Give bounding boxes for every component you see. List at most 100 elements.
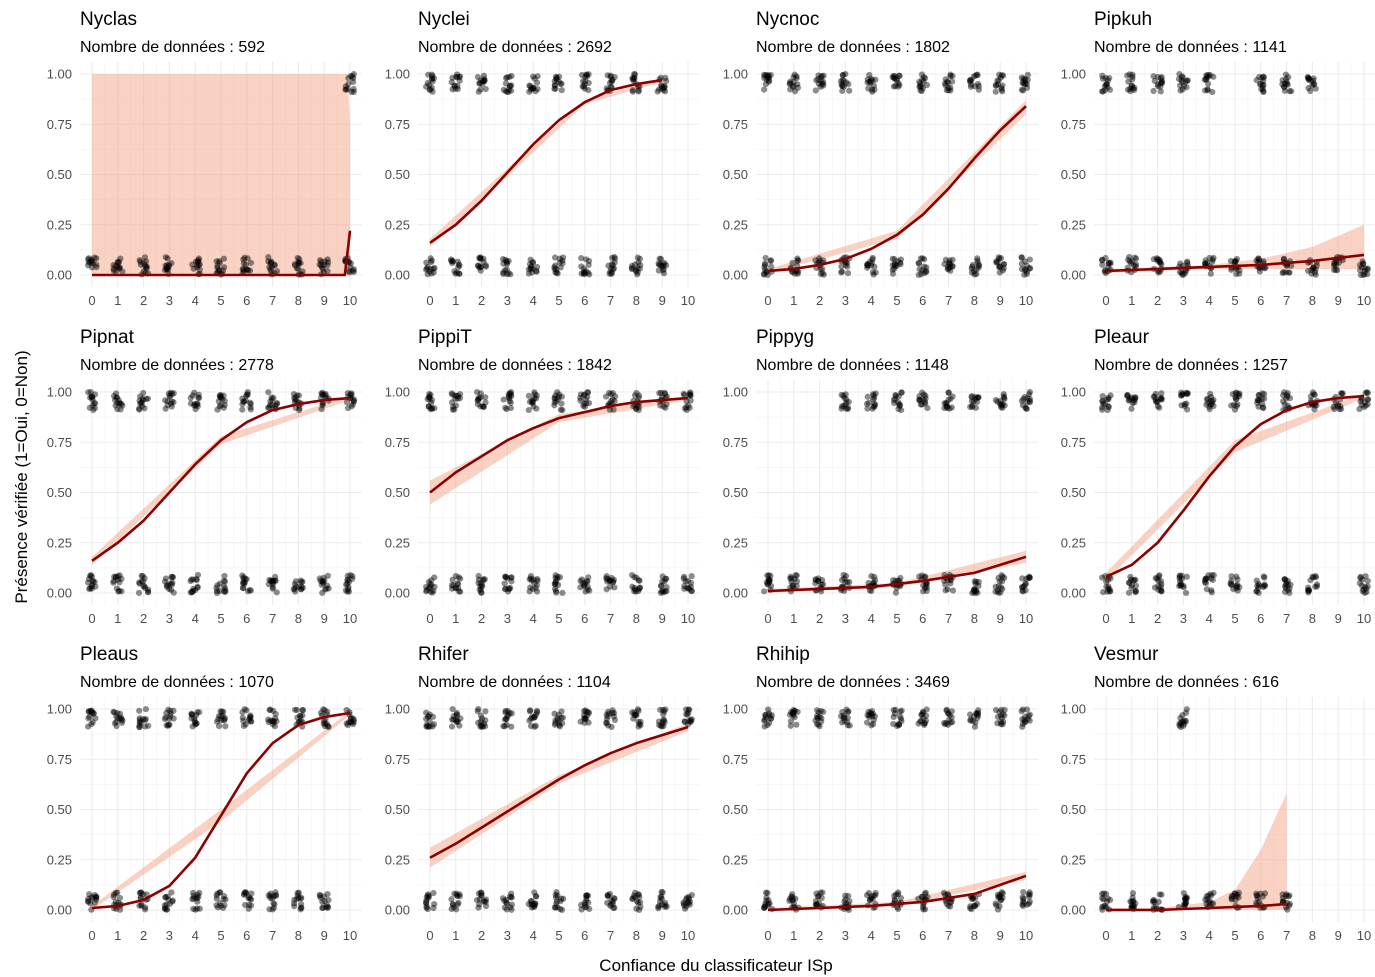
data-point: [659, 578, 666, 585]
data-point: [240, 722, 248, 729]
data-point: [316, 261, 323, 268]
data-point: [477, 390, 485, 397]
data-point: [1227, 580, 1234, 587]
data-point: [657, 261, 664, 268]
data-point: [663, 584, 670, 591]
data-point: [968, 906, 975, 913]
data-point: [1208, 900, 1215, 907]
data-point: [812, 257, 819, 264]
data-point: [477, 403, 484, 410]
data-point: [426, 268, 433, 275]
fit-line: [91, 711, 351, 910]
data-point: [350, 398, 357, 405]
data-point: [975, 83, 982, 90]
data-point: [660, 86, 667, 93]
data-point: [112, 889, 119, 897]
data-point: [972, 578, 980, 585]
data-point: [870, 892, 877, 899]
data-point: [431, 574, 438, 581]
panel-subtitle: Nombre de données : 3469: [756, 674, 950, 691]
x-tick-label: 9: [321, 928, 328, 943]
data-point: [430, 265, 437, 272]
data-point: [764, 889, 771, 897]
data-point: [298, 901, 305, 908]
data-point: [321, 723, 329, 730]
data-point: [553, 898, 560, 905]
data-point: [943, 87, 950, 94]
data-point: [942, 76, 949, 83]
data-point: [1020, 396, 1027, 403]
data-point: [216, 900, 224, 907]
data-point: [136, 405, 143, 412]
y-tick-label: 1.00: [47, 67, 72, 82]
data-point: [213, 902, 220, 909]
data-point: [842, 579, 849, 586]
data-point: [685, 706, 692, 713]
data-point: [1127, 87, 1134, 95]
data-point: [684, 721, 692, 728]
confidence-ribbon: [430, 723, 688, 868]
data-point: [1258, 395, 1265, 402]
data-point: [1026, 399, 1033, 406]
fit-line: [429, 725, 689, 859]
data-point: [949, 587, 957, 594]
data-point: [1259, 74, 1266, 81]
data-point: [1157, 394, 1164, 402]
data-point: [1099, 404, 1106, 411]
data-point: [137, 889, 144, 896]
data-point: [116, 715, 123, 722]
data-point: [996, 263, 1003, 271]
data-point: [871, 395, 878, 402]
data-point: [318, 258, 325, 266]
data-point: [530, 403, 537, 410]
data-point: [581, 714, 588, 722]
data-point: [346, 269, 353, 276]
data-point: [247, 895, 254, 902]
data-point: [585, 261, 592, 269]
data-point: [680, 902, 688, 909]
x-tick-label: 10: [1019, 611, 1033, 626]
data-point: [1280, 392, 1287, 399]
data-point: [582, 78, 589, 85]
data-point: [581, 899, 588, 907]
data-point: [89, 402, 96, 409]
data-point: [1285, 74, 1292, 81]
data-point: [554, 715, 561, 722]
data-point: [85, 259, 92, 266]
data-point: [685, 402, 692, 409]
data-point: [1228, 573, 1235, 580]
data-point: [1207, 270, 1214, 277]
data-point: [1233, 585, 1240, 592]
data-point: [1307, 87, 1314, 95]
data-point: [1154, 257, 1161, 264]
data-point: [1256, 73, 1263, 81]
data-point: [923, 264, 930, 271]
data-point: [941, 260, 948, 268]
data-point: [662, 575, 669, 582]
data-point: [195, 258, 202, 265]
data-point: [918, 71, 926, 78]
data-point: [1151, 77, 1158, 85]
data-point: [1127, 395, 1134, 402]
data-point: [892, 392, 900, 399]
data-point: [525, 406, 532, 414]
data-point: [681, 900, 688, 907]
data-point: [344, 577, 351, 584]
data-point: [609, 396, 616, 403]
data-point: [349, 720, 357, 728]
data-point: [1280, 256, 1288, 263]
data-point: [846, 722, 853, 729]
data-point: [430, 721, 438, 728]
data-point: [1176, 572, 1183, 579]
data-point: [221, 572, 228, 580]
data-point: [813, 890, 820, 897]
data-point: [814, 76, 822, 83]
data-point: [1233, 583, 1241, 590]
data-point: [557, 898, 564, 905]
x-tick-label: 6: [581, 293, 588, 308]
data-point: [1209, 88, 1216, 96]
data-point: [999, 82, 1006, 89]
data-point: [141, 405, 148, 412]
data-point: [922, 268, 930, 275]
y-tick-label: 0.75: [385, 117, 410, 132]
